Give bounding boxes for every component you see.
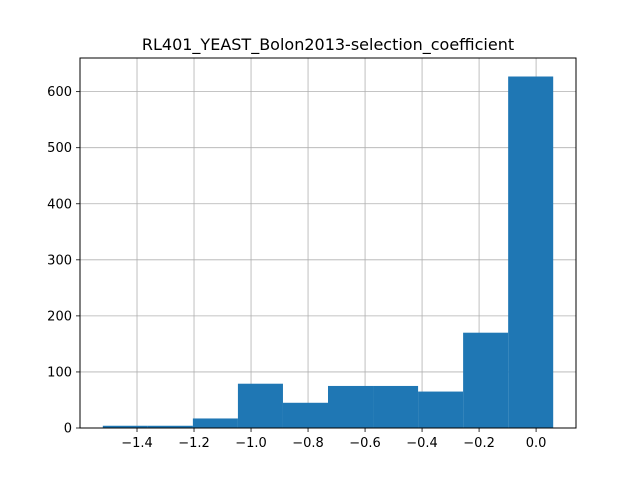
- chart-title: RL401_YEAST_Bolon2013-selection_coeffici…: [142, 35, 514, 55]
- histogram-bar: [282, 402, 328, 428]
- x-tick-label: −1.4: [121, 436, 153, 451]
- histogram-bar: [328, 385, 374, 428]
- x-tick-label: 0.0: [526, 436, 547, 451]
- y-axis: 0 100 200 300 400 500 600: [47, 85, 80, 437]
- histogram-bar: [463, 332, 509, 428]
- plot-frame: [79, 57, 577, 429]
- histogram-bar: [418, 391, 464, 428]
- x-tick-label: −1.0: [235, 436, 267, 451]
- histogram-bar: [508, 76, 554, 428]
- histogram-bars: [102, 76, 554, 428]
- y-tick-label: 300: [47, 253, 72, 268]
- histogram-bar: [192, 418, 238, 428]
- histogram-bar: [102, 425, 148, 428]
- x-tick-label: −0.4: [406, 436, 438, 451]
- grid-lines: [80, 58, 576, 429]
- y-tick-label: 400: [47, 197, 72, 212]
- y-tick-label: 600: [47, 85, 72, 100]
- x-axis: −1.4 −1.2 −1.0 −0.8 −0.6 −0.4 −0.2 0.0: [121, 428, 546, 451]
- x-tick-label: −0.8: [292, 436, 324, 451]
- y-tick-label: 0: [64, 422, 72, 437]
- histogram-bar: [237, 383, 283, 428]
- x-tick-label: −0.2: [463, 436, 495, 451]
- x-tick-label: −1.2: [178, 436, 210, 451]
- histogram-bar: [147, 425, 193, 428]
- x-tick-label: −0.6: [349, 436, 381, 451]
- histogram-bar: [373, 385, 419, 428]
- y-tick-label: 100: [47, 365, 72, 380]
- y-tick-label: 200: [47, 309, 72, 324]
- y-tick-label: 500: [47, 141, 72, 156]
